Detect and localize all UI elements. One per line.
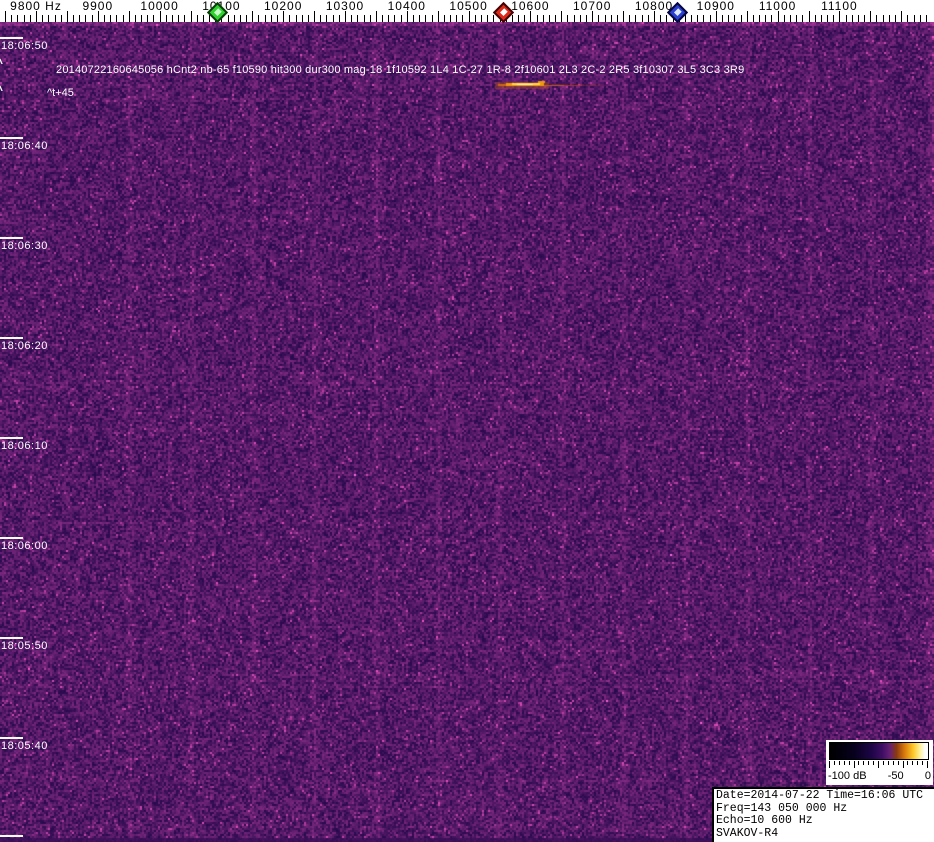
- frequency-ruler[interactable]: 9800 Hz990010000101001020010300104001050…: [0, 0, 934, 22]
- info-station: SVAKOV-R4: [716, 828, 934, 841]
- time-label: 18:06:20: [1, 340, 48, 352]
- time-tick: [0, 437, 23, 439]
- marker-red-core: [500, 8, 508, 16]
- db-scale-labels: -100 dB -50 0: [826, 770, 933, 783]
- time-tick: [0, 237, 23, 239]
- info-date-time: Date=2014-07-22 Time=16:06 UTC: [716, 790, 934, 803]
- db-mid-label: -50: [888, 770, 904, 783]
- marker-green-core: [214, 8, 222, 16]
- time-tick: [0, 37, 23, 39]
- time-label: 18:06:00: [1, 540, 48, 552]
- time-label: 18:06:30: [1, 240, 48, 252]
- time-label: 18:06:10: [1, 440, 48, 452]
- time-label: 18:06:50: [1, 40, 48, 52]
- db-scale-ticks: [829, 761, 929, 770]
- time-tick: [0, 337, 23, 339]
- db-max-label: 0: [925, 770, 931, 783]
- time-label: 18:06:40: [1, 140, 48, 152]
- time-label: 18:05:40: [1, 740, 48, 752]
- hit-caret: ^: [0, 57, 3, 69]
- waterfall-window: 9800 Hz990010000101001020010300104001050…: [0, 0, 934, 842]
- station-info-box: Date=2014-07-22 Time=16:06 UTC Freq=143 …: [712, 787, 934, 842]
- time-tick: [0, 637, 23, 639]
- time-tick: [0, 835, 23, 837]
- time-tick: [0, 137, 23, 139]
- time-tick: [0, 737, 23, 739]
- hit-caret: ^: [0, 84, 3, 96]
- db-color-gradient: [829, 742, 929, 760]
- time-tick: [0, 537, 23, 539]
- marker-blue-core: [674, 8, 682, 16]
- db-min-label: -100 dB: [828, 770, 867, 783]
- meteor-hit-annotation: 20140722160645056 hCnt2 nb-65 f10590 hit…: [56, 64, 744, 77]
- spectrogram-display[interactable]: [0, 22, 934, 842]
- color-scale-legend: -100 dB -50 0: [826, 740, 933, 785]
- time-offset-label: ^t+45: [47, 87, 74, 100]
- time-label: 18:05:50: [1, 640, 48, 652]
- info-echo: Echo=10 600 Hz: [716, 815, 934, 828]
